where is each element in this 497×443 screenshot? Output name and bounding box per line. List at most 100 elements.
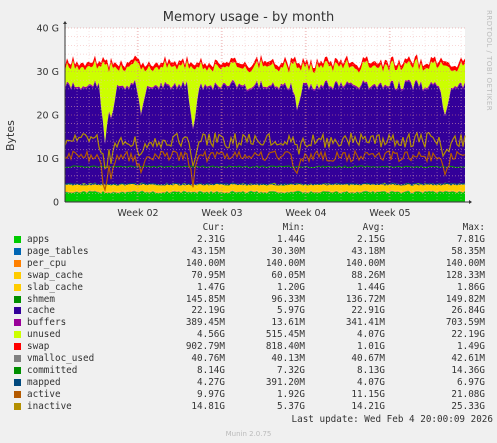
legend-name: vmalloc_used: [27, 353, 95, 364]
legend-min: 140.00M: [265, 257, 305, 269]
legend-avg: 22.91G: [351, 305, 385, 317]
legend-swatch: [14, 307, 21, 315]
legend-name: inactive: [27, 400, 72, 412]
legend-row-mapped: mapped 4.27G 391.20M 4.07G 6.97G: [0, 377, 497, 389]
legend-swatch: [14, 390, 21, 398]
legend-row-committed: committed 8.14G 7.32G 8.13G 14.36G: [0, 365, 497, 377]
line-inactive: [64, 131, 466, 170]
legend-cur: 8.14G: [197, 364, 225, 376]
area-page-tables: [65, 190, 465, 194]
legend-swatch: [14, 366, 21, 374]
legend-swatch: [14, 402, 21, 410]
line-committed: [64, 165, 466, 169]
legend-avg: 140.00M: [345, 257, 385, 269]
legend-cur: 4.27G: [197, 376, 225, 388]
legend-avg: 2.15G: [357, 234, 385, 245]
legend-max: 149.82M: [445, 293, 485, 305]
legend-min: 7.32G: [277, 364, 305, 376]
legend-cur: 140.00M: [185, 257, 225, 269]
x-axis-arrow: [469, 200, 472, 204]
legend-row-unused: unused 4.56G 515.45M 4.07G 22.19G: [0, 329, 497, 341]
legend-swatch: [14, 343, 21, 351]
legend-name: per_cpu: [27, 257, 67, 269]
legend-avg: 11.15G: [351, 388, 385, 400]
x-tick-label: Week 02: [117, 208, 158, 219]
legend-min: 40.13M: [271, 353, 305, 364]
legend-swatch: [14, 378, 21, 386]
legend-row-active: active 9.97G 1.92G 11.15G 21.08G: [0, 389, 497, 401]
legend-max: 6.97G: [457, 376, 485, 388]
legend-max: 26.84G: [451, 305, 485, 317]
legend-cur: 389.45M: [185, 317, 225, 329]
legend-min: 96.33M: [271, 293, 305, 305]
legend-avg: 4.07G: [357, 329, 385, 341]
y-tick-label: 30 G: [37, 67, 59, 78]
legend-swatch: [14, 319, 21, 327]
legend-avg: 14.21G: [351, 400, 385, 412]
legend-swatch: [14, 331, 21, 339]
legend-name: slab_cache: [27, 281, 83, 293]
legend-cur: 4.56G: [197, 329, 225, 341]
header-cur: Cur:: [202, 222, 225, 233]
legend-avg: 88.26M: [351, 269, 385, 281]
legend-row-apps: apps 2.31G 1.44G 2.15G 7.81G: [0, 234, 497, 246]
legend-max: 7.81G: [457, 234, 485, 245]
legend-avg: 1.44G: [357, 281, 385, 293]
legend-name: buffers: [27, 317, 67, 329]
memory-area-chart: 0 10 G 20 G 30 G 40 G Week 02 Week 03 Week 04 We…: [37, 21, 472, 219]
legend-row-vmalloc-used: vmalloc_used 40.76M 40.13M 40.67M 42.61M: [0, 353, 497, 365]
legend-cur: 1.47G: [197, 281, 225, 293]
last-update: Last update: Wed Feb 4 20:00:09 2026: [291, 414, 494, 425]
legend-max: 1.86G: [457, 281, 485, 293]
legend-max: 21.08G: [451, 388, 485, 400]
legend-max: 128.33M: [445, 269, 485, 281]
legend-max: 25.33G: [451, 400, 485, 412]
legend-cur: 2.31G: [197, 234, 225, 245]
legend-cur: 43.15M: [191, 245, 225, 257]
y-tick-label: 0: [53, 198, 59, 209]
legend-swatch: [14, 247, 21, 255]
legend-avg: 1.01G: [357, 341, 385, 353]
legend-max: 1.49G: [457, 341, 485, 353]
legend-name: swap: [27, 341, 50, 353]
x-tick-label: Week 03: [201, 208, 242, 219]
area-per-cpu: [65, 190, 465, 194]
y-axis-arrow: [63, 21, 67, 24]
chart-title: Memory usage - by month: [162, 10, 335, 25]
legend-swatch: [14, 259, 21, 267]
y-tick-label: 40 G: [37, 24, 59, 35]
legend-row-swap: swap 902.79M 818.40M 1.01G 1.49G: [0, 341, 497, 353]
legend-cur: 22.19G: [191, 305, 225, 317]
legend-max: 22.19G: [451, 329, 485, 341]
legend-max: 14.36G: [451, 364, 485, 376]
rrdtool-credit: RRDTOOL / TOBI OETIKER: [485, 10, 493, 112]
legend-min: 391.20M: [265, 376, 305, 388]
legend-min: 5.97G: [277, 305, 305, 317]
legend-cur: 902.79M: [185, 341, 225, 353]
legend-swatch: [14, 236, 21, 243]
munin-version: Munin 2.0.75: [225, 430, 272, 438]
legend-avg: 341.41M: [345, 317, 385, 329]
legend-cur: 14.81G: [191, 400, 225, 412]
legend-name: shmem: [27, 293, 55, 305]
legend-name: apps: [27, 234, 50, 245]
legend-swatch: [14, 295, 21, 303]
legend-max: 140.00M: [445, 257, 485, 269]
legend-min: 60.05M: [271, 269, 305, 281]
legend-cur: 9.97G: [197, 388, 225, 400]
header-min: Min:: [282, 222, 305, 233]
legend-swatch: [14, 283, 21, 291]
header-avg: Avg:: [362, 222, 385, 233]
legend-min: 5.37G: [277, 400, 305, 412]
legend-row-swap-cache: swap_cache 70.95M 60.05M 88.26M 128.33M: [0, 270, 497, 282]
legend-header: Cur: Min: Avg: Max:: [0, 222, 497, 234]
legend-cur: 145.85M: [185, 293, 225, 305]
legend-min: 13.61M: [271, 317, 305, 329]
legend-min: 1.92G: [277, 388, 305, 400]
legend-min: 515.45M: [265, 329, 305, 341]
legend-row-inactive: inactive 14.81G 5.37G 14.21G 25.33G: [0, 401, 497, 413]
legend-avg: 136.72M: [345, 293, 385, 305]
legend-name: unused: [27, 329, 61, 341]
legend-min: 1.44G: [277, 234, 305, 245]
y-tick-label: 10 G: [37, 154, 59, 165]
